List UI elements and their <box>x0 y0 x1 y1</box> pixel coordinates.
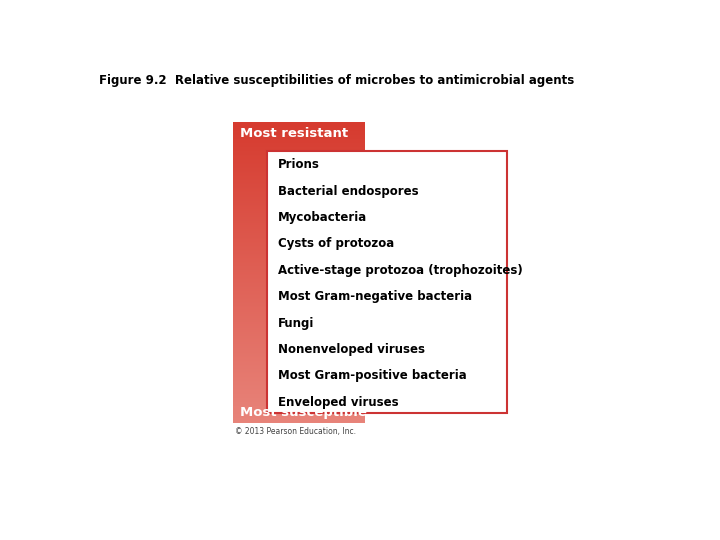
Text: Most resistant: Most resistant <box>240 127 348 140</box>
Text: Cysts of protozoa: Cysts of protozoa <box>277 238 394 251</box>
Text: © 2013 Pearson Education, Inc.: © 2013 Pearson Education, Inc. <box>235 427 356 436</box>
Text: Most Gram-positive bacteria: Most Gram-positive bacteria <box>277 369 467 382</box>
Text: Bacterial endospores: Bacterial endospores <box>277 185 418 198</box>
Text: Most susceptible: Most susceptible <box>240 406 366 419</box>
Text: Mycobacteria: Mycobacteria <box>277 211 366 224</box>
Text: Fungi: Fungi <box>277 316 314 329</box>
Text: Nonenveloped viruses: Nonenveloped viruses <box>277 343 425 356</box>
Text: Active-stage protozoa (trophozoites): Active-stage protozoa (trophozoites) <box>277 264 522 277</box>
Text: Figure 9.2  Relative susceptibilities of microbes to antimicrobial agents: Figure 9.2 Relative susceptibilities of … <box>99 74 575 87</box>
Text: Prions: Prions <box>277 158 320 171</box>
Bar <box>266 151 507 413</box>
Text: Most Gram-negative bacteria: Most Gram-negative bacteria <box>277 290 472 303</box>
Text: Enveloped viruses: Enveloped viruses <box>277 396 398 409</box>
